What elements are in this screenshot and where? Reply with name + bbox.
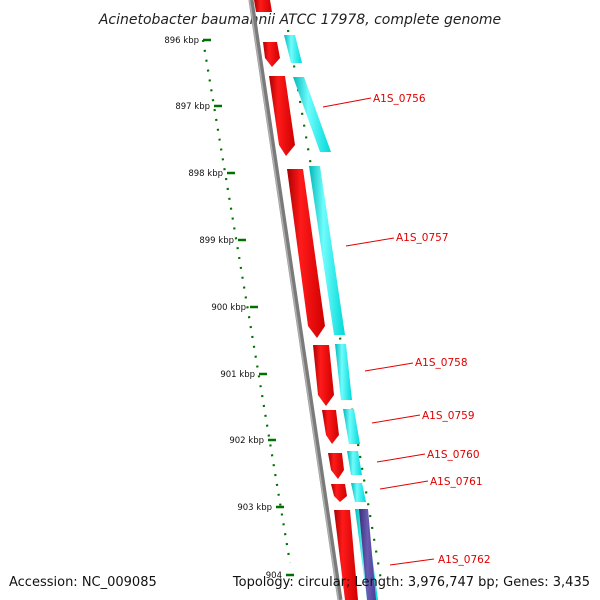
cds-top-partial xyxy=(254,0,272,12)
cds-a1s-0756 xyxy=(269,76,295,156)
gene-label-a1s-0761: A1S_0761 xyxy=(430,476,483,488)
kbp-tick-label: 902 kbp xyxy=(229,436,264,446)
cds-a1s-0759 xyxy=(322,410,339,444)
gene-label-a1s-0759: A1S_0759 xyxy=(422,410,475,422)
leader-line-a1s-0759 xyxy=(371,414,421,424)
cyan-segment-4 xyxy=(335,344,352,400)
cds-a1s-0758 xyxy=(313,345,334,406)
backbone xyxy=(248,0,343,600)
cds-a1s-0762 xyxy=(334,510,358,600)
cds-a1s-0757 xyxy=(287,169,325,338)
leader-line-a1s-0761 xyxy=(379,480,429,490)
kbp-tick-label: 897 kbp xyxy=(175,102,210,112)
leader-line-a1s-0762 xyxy=(389,558,435,566)
gene-label-a1s-0756: A1S_0756 xyxy=(373,93,426,105)
genome-summary: Topology: circular; Length: 3,976,747 bp… xyxy=(232,575,590,590)
leader-line-a1s-0760 xyxy=(376,453,426,463)
kbp-tick-label: 901 kbp xyxy=(220,370,255,380)
map-title: Acinetobacter baumannii ATCC 17978, comp… xyxy=(98,12,501,28)
cds-a1s-0761 xyxy=(331,484,347,502)
cds-pre-0756 xyxy=(263,42,280,67)
gene-label-a1s-0758: A1S_0758 xyxy=(415,357,468,369)
gene-label-a1s-0760: A1S_0760 xyxy=(427,449,480,461)
tick-ring xyxy=(201,39,292,564)
leader-line-a1s-0758 xyxy=(364,362,414,372)
kbp-tick-label: 900 kbp xyxy=(211,303,246,313)
cyan-segment-3 xyxy=(309,166,345,335)
cds-track xyxy=(254,0,358,600)
cyan-segment-5 xyxy=(343,409,360,444)
cyan-segment-6 xyxy=(347,451,362,475)
purple-feature xyxy=(359,509,376,600)
cyan-segment-7 xyxy=(351,483,366,502)
kbp-ticks: 896 kbp 897 kbp 898 kbp 899 kbp 900 kbp 901 k… xyxy=(164,36,294,581)
gene-label-a1s-0757: A1S_0757 xyxy=(396,232,449,244)
accession-text: Accession: NC_009085 xyxy=(9,575,157,590)
leader-line-a1s-0757 xyxy=(345,237,395,247)
cyan-segment-2 xyxy=(293,77,331,152)
kbp-tick-label: 899 kbp xyxy=(199,236,234,246)
leader-line-a1s-0756 xyxy=(322,97,372,108)
kbp-tick-label: 903 kbp xyxy=(237,503,272,513)
cds-a1s-0760 xyxy=(328,453,344,479)
gene-labels: A1S_0756 A1S_0757 A1S_0758 A1S_0759 A1S_… xyxy=(322,93,491,566)
kbp-tick-label: 898 kbp xyxy=(188,169,223,179)
cyan-segment-1 xyxy=(284,35,302,63)
kbp-tick-label: 904 xyxy=(266,571,282,581)
gene-label-a1s-0762: A1S_0762 xyxy=(438,554,491,566)
kbp-tick-label: 896 kbp xyxy=(164,36,199,46)
